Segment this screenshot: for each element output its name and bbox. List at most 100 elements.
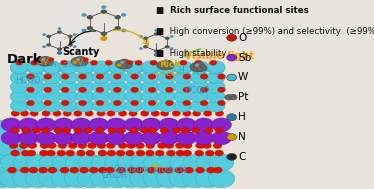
Circle shape xyxy=(160,60,172,67)
Circle shape xyxy=(106,167,114,173)
Circle shape xyxy=(76,90,94,103)
Circle shape xyxy=(77,150,85,156)
Circle shape xyxy=(40,143,49,149)
Circle shape xyxy=(141,71,160,84)
Circle shape xyxy=(154,49,159,53)
Circle shape xyxy=(27,90,45,103)
Circle shape xyxy=(61,74,69,79)
Circle shape xyxy=(157,154,182,171)
Circle shape xyxy=(174,90,192,103)
Circle shape xyxy=(88,143,96,149)
Circle shape xyxy=(51,170,78,188)
Circle shape xyxy=(31,60,38,65)
Circle shape xyxy=(0,145,16,165)
Circle shape xyxy=(87,26,93,30)
Circle shape xyxy=(213,143,222,149)
Circle shape xyxy=(76,71,94,84)
Circle shape xyxy=(196,167,205,173)
Circle shape xyxy=(131,154,156,171)
Circle shape xyxy=(98,167,107,173)
Circle shape xyxy=(27,87,34,92)
Circle shape xyxy=(19,143,28,149)
Circle shape xyxy=(10,150,19,156)
Circle shape xyxy=(59,90,78,103)
Circle shape xyxy=(83,58,89,61)
Circle shape xyxy=(160,128,168,133)
Circle shape xyxy=(96,100,104,106)
Circle shape xyxy=(74,128,82,133)
Circle shape xyxy=(207,81,225,93)
Circle shape xyxy=(160,111,169,116)
Circle shape xyxy=(44,74,52,79)
Text: Rich: Rich xyxy=(159,60,181,69)
Circle shape xyxy=(79,74,86,79)
Circle shape xyxy=(215,150,224,156)
Circle shape xyxy=(197,65,207,71)
Circle shape xyxy=(172,111,180,116)
Circle shape xyxy=(39,167,47,173)
Circle shape xyxy=(119,63,128,69)
Circle shape xyxy=(92,90,110,103)
Circle shape xyxy=(200,87,208,92)
Circle shape xyxy=(125,61,143,73)
Circle shape xyxy=(125,100,143,112)
Circle shape xyxy=(117,128,126,133)
Circle shape xyxy=(154,32,159,36)
Circle shape xyxy=(27,61,45,73)
Text: Scanty: Scanty xyxy=(62,47,99,57)
Circle shape xyxy=(156,170,183,188)
Circle shape xyxy=(62,128,71,133)
Circle shape xyxy=(177,118,196,132)
Circle shape xyxy=(206,167,215,173)
Text: H: H xyxy=(238,112,246,122)
Circle shape xyxy=(44,87,52,92)
Circle shape xyxy=(121,29,126,32)
Circle shape xyxy=(68,143,77,149)
Circle shape xyxy=(68,43,73,47)
Circle shape xyxy=(27,100,45,112)
Circle shape xyxy=(207,100,225,112)
Circle shape xyxy=(136,143,144,149)
Circle shape xyxy=(150,60,157,65)
Circle shape xyxy=(105,60,113,65)
Circle shape xyxy=(0,121,16,140)
Circle shape xyxy=(66,150,75,156)
Circle shape xyxy=(74,60,83,66)
Circle shape xyxy=(46,60,53,65)
Circle shape xyxy=(183,100,191,106)
Circle shape xyxy=(181,128,189,133)
Circle shape xyxy=(90,60,98,65)
Circle shape xyxy=(176,150,185,156)
Circle shape xyxy=(127,60,133,64)
Circle shape xyxy=(195,64,199,67)
Circle shape xyxy=(91,170,117,188)
Circle shape xyxy=(174,62,192,74)
Circle shape xyxy=(174,61,192,73)
Circle shape xyxy=(194,62,205,69)
Circle shape xyxy=(92,61,110,73)
Circle shape xyxy=(59,81,78,93)
Circle shape xyxy=(215,128,223,133)
Circle shape xyxy=(46,35,51,38)
Circle shape xyxy=(65,154,90,171)
Circle shape xyxy=(71,131,91,145)
Circle shape xyxy=(77,170,104,188)
Circle shape xyxy=(61,87,69,92)
Circle shape xyxy=(125,81,143,93)
Circle shape xyxy=(209,154,234,171)
Circle shape xyxy=(57,51,62,55)
Circle shape xyxy=(40,56,51,64)
Circle shape xyxy=(194,60,202,65)
Circle shape xyxy=(60,167,69,173)
Circle shape xyxy=(89,167,98,173)
Circle shape xyxy=(129,128,138,133)
Circle shape xyxy=(148,87,156,92)
Circle shape xyxy=(218,87,226,92)
Circle shape xyxy=(227,54,237,61)
Circle shape xyxy=(43,71,61,84)
Circle shape xyxy=(130,170,156,188)
Circle shape xyxy=(27,62,45,74)
Circle shape xyxy=(131,87,138,92)
Circle shape xyxy=(117,167,126,173)
Circle shape xyxy=(164,63,174,70)
